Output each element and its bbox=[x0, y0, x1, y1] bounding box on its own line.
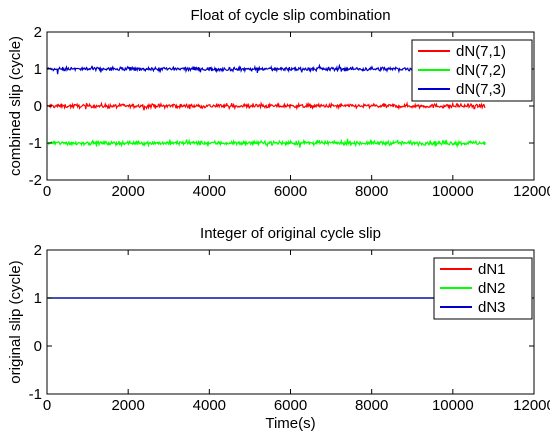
legend-label: dN2 bbox=[478, 280, 506, 297]
y-tick-label: -1 bbox=[29, 386, 42, 403]
legend-label: dN(7,1) bbox=[456, 43, 506, 60]
x-axis-label: Time(s) bbox=[265, 415, 315, 432]
legend-label: dN(7,2) bbox=[456, 62, 506, 79]
y-tick-label: 0 bbox=[34, 98, 42, 115]
y-tick-label: 2 bbox=[34, 242, 42, 259]
x-tick-label: 12000 bbox=[513, 183, 550, 200]
y-tick-label: 1 bbox=[34, 61, 42, 78]
x-tick-label: 4000 bbox=[193, 397, 226, 414]
y-axis-label: combined slip (cycle) bbox=[7, 36, 24, 176]
legend-label: dN(7,3) bbox=[456, 81, 506, 98]
legend-label: dN1 bbox=[478, 261, 506, 278]
legend: dN1 dN2 dN3 bbox=[433, 257, 533, 320]
plot-title: Float of cycle slip combination bbox=[190, 7, 390, 24]
x-tick-label: 10000 bbox=[432, 397, 474, 414]
subplot-2: 020004000600080001000012000210-1Integer … bbox=[7, 225, 550, 432]
y-tick-label: 0 bbox=[34, 338, 42, 355]
subplot-1: 0 2000 4000 6000 8000 10000 12000 2 1 0 -1 -2 Float … bbox=[7, 7, 550, 200]
y-tick-label: -2 bbox=[29, 172, 42, 189]
y-tick-label: -1 bbox=[29, 135, 42, 152]
x-tick-label: 6000 bbox=[274, 183, 307, 200]
x-tick-label: 4000 bbox=[193, 183, 226, 200]
x-tick-label: 8000 bbox=[355, 183, 388, 200]
series-line-dn71 bbox=[47, 101, 486, 111]
y-tick-label: 1 bbox=[34, 290, 42, 307]
y-axis-label: original slip (cycle) bbox=[7, 260, 24, 383]
x-tick-label: 6000 bbox=[274, 397, 307, 414]
x-tick-label: 10000 bbox=[432, 183, 474, 200]
x-tick-label: 2000 bbox=[111, 183, 144, 200]
x-tick-label: 12000 bbox=[513, 397, 550, 414]
y-tick-label: 2 bbox=[34, 24, 42, 41]
x-tick-label: 0 bbox=[43, 397, 51, 414]
x-tick-label: 0 bbox=[43, 183, 51, 200]
legend: dN(7,1) dN(7,2) dN(7,3) bbox=[411, 39, 533, 102]
plot-title: Integer of original cycle slip bbox=[200, 225, 381, 242]
x-tick-label: 2000 bbox=[111, 397, 144, 414]
legend-label: dN3 bbox=[478, 299, 506, 316]
x-tick-label: 8000 bbox=[355, 397, 388, 414]
series-line-dn72 bbox=[47, 138, 486, 149]
